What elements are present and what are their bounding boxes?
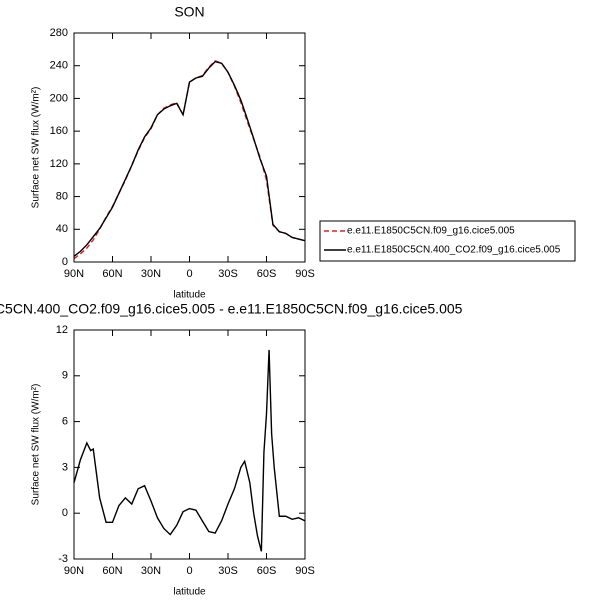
y-tick-label: 12 xyxy=(56,324,68,336)
x-tick-label: 30S xyxy=(218,268,238,280)
x-tick-label: 90N xyxy=(64,268,84,280)
legend-label: e.e11.E1850C5CN.f09_g16.cice5.005 xyxy=(347,226,515,237)
x-axis-label: latitude xyxy=(173,290,206,301)
plot-frame xyxy=(73,329,306,560)
x-axis-label: latitude xyxy=(173,587,206,598)
y-tick-label: 9 xyxy=(62,370,68,382)
y-tick-label: 200 xyxy=(50,92,68,104)
data-line xyxy=(73,60,306,257)
data-line xyxy=(73,349,306,552)
x-tick-label: 60N xyxy=(102,268,122,280)
x-tick-label: 30N xyxy=(141,565,161,577)
x-tick-label: 90N xyxy=(64,565,84,577)
x-tick-label: 60N xyxy=(102,565,122,577)
y-tick-label: 6 xyxy=(62,416,68,428)
x-tick-label: 90S xyxy=(295,268,315,280)
data-line xyxy=(73,59,306,260)
x-tick-label: 0 xyxy=(186,565,192,577)
x-tick-label: 0 xyxy=(186,268,192,280)
y-tick-label: 120 xyxy=(50,158,68,170)
y-axis-label: Surface net SW flux (W/m²) xyxy=(31,384,42,506)
y-tick-label: 160 xyxy=(50,125,68,137)
y-tick-label: 280 xyxy=(50,27,68,39)
x-tick-label: 90S xyxy=(295,565,315,577)
legend-label: e.e11.E1850C5CN.400_CO2.f09_g16.cice5.00… xyxy=(347,245,561,256)
y-tick-label: 3 xyxy=(62,461,68,473)
y-tick-label: 240 xyxy=(50,60,68,72)
y-tick-label: -3 xyxy=(58,553,68,565)
y-tick-label: 0 xyxy=(62,256,68,268)
plot-frame xyxy=(73,32,306,263)
y-tick-label: 80 xyxy=(56,190,68,202)
chart-title: e.e11.E1850C5CN.400_CO2.f09_g16.cice5.00… xyxy=(0,301,463,317)
x-tick-label: 60S xyxy=(257,565,277,577)
x-tick-label: 30N xyxy=(141,268,161,280)
y-tick-label: 40 xyxy=(56,223,68,235)
chart-title: SON xyxy=(174,4,204,20)
y-axis-label: Surface net SW flux (W/m²) xyxy=(31,87,42,209)
y-tick-label: 0 xyxy=(62,507,68,519)
x-tick-label: 60S xyxy=(257,268,277,280)
x-tick-label: 30S xyxy=(218,565,238,577)
legend-box xyxy=(319,220,576,262)
